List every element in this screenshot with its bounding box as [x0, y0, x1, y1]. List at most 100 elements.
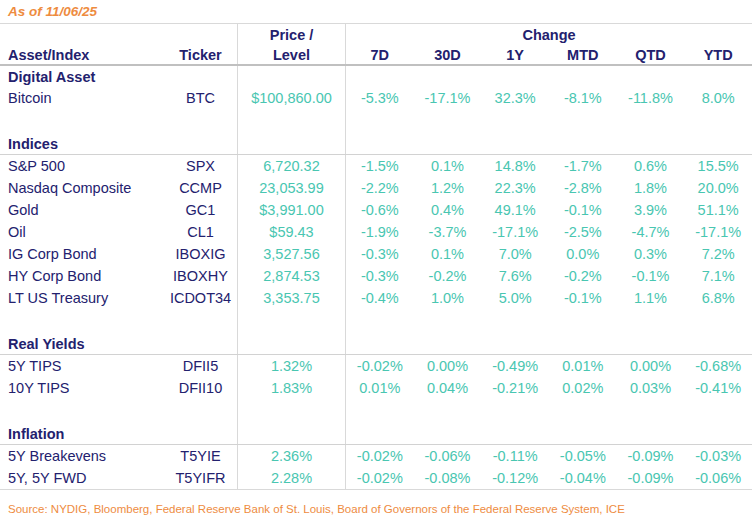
asset-name-cell: HY Corp Bond	[0, 268, 164, 284]
change-cell: 20.0%	[684, 180, 752, 196]
change-cell: 1.0%	[414, 290, 482, 306]
change-cell: 5.0%	[481, 290, 549, 306]
asset-name-cell: Bitcoin	[0, 90, 164, 106]
table-row: 5Y TIPSDFII51.32%-0.02%0.00%-0.49%0.01%0…	[0, 355, 752, 377]
change-cell: -2.2%	[346, 180, 414, 196]
spacer-row	[0, 309, 752, 333]
change-cell: 0.04%	[414, 380, 482, 396]
change-cell: 7.2%	[684, 246, 752, 262]
change-cell: 8.0%	[684, 90, 752, 106]
change-cell: 0.00%	[414, 358, 482, 374]
table-row: BitcoinBTC$100,860.00-5.3%-17.1%32.3%-8.…	[0, 87, 752, 109]
change-cell: -0.49%	[481, 358, 549, 374]
price-cell: 1.32%	[237, 355, 346, 377]
change-group-header: Change	[346, 27, 752, 43]
asset-name-cell: Nasdaq Composite	[0, 180, 164, 196]
change-cell: -0.4%	[346, 290, 414, 306]
price-cell	[237, 109, 346, 133]
asset-name-cell: Oil	[0, 224, 164, 240]
table-row: HY Corp BondIBOXHY2,874.53-0.3%-0.2%7.6%…	[0, 265, 752, 287]
change-cell: -0.41%	[684, 380, 752, 396]
price-cell	[237, 309, 346, 333]
asset-index-column-header: Asset/Index	[0, 47, 164, 63]
section-label: Indices	[0, 136, 237, 152]
change-cell: -0.2%	[414, 268, 482, 284]
change-cell: -0.11%	[481, 448, 549, 464]
table-row: 10Y TIPSDFII101.83%0.01%0.04%-0.21%0.02%…	[0, 377, 752, 399]
price-cell: 2.36%	[237, 445, 346, 467]
asset-name-cell: LT US Treasury	[0, 290, 164, 306]
change-cell: -0.09%	[617, 448, 685, 464]
change-cell: 22.3%	[481, 180, 549, 196]
change-cell: 0.1%	[414, 158, 482, 174]
asset-name-cell: 5Y TIPS	[0, 358, 164, 374]
change-cell: -0.04%	[549, 470, 617, 486]
change-cell: -0.08%	[414, 470, 482, 486]
ticker-cell: IBOXIG	[164, 246, 237, 262]
table-row: GoldGC1$3,991.00-0.6%0.4%49.1%-0.1%3.9%5…	[0, 199, 752, 221]
change-cell: 1.1%	[617, 290, 685, 306]
period-column-header-mtd: MTD	[549, 47, 617, 63]
source-attribution-label: Source: NYDIG, Bloomberg, Federal Reserv…	[0, 490, 752, 515]
change-cell: -0.21%	[481, 380, 549, 396]
price-cell	[237, 66, 346, 87]
table-row: S&P 500SPX6,720.32-1.5%0.1%14.8%-1.7%0.6…	[0, 155, 752, 177]
change-cell: 1.8%	[617, 180, 685, 196]
ticker-column-header: Ticker	[164, 47, 237, 63]
change-cell: -1.9%	[346, 224, 414, 240]
ticker-cell: DFII10	[164, 380, 237, 396]
ticker-cell: BTC	[164, 90, 237, 106]
change-cell: -17.1%	[684, 224, 752, 240]
period-column-header-7d: 7D	[346, 47, 414, 63]
table-header: Price / Change Asset/Index Ticker Level …	[0, 23, 752, 66]
change-cell: -3.7%	[414, 224, 482, 240]
change-cell: -0.09%	[617, 470, 685, 486]
price-cell: 3,353.75	[237, 287, 346, 309]
table-row: 5Y BreakevensT5YIE2.36%-0.02%-0.06%-0.11…	[0, 445, 752, 467]
price-cell	[237, 399, 346, 423]
change-cell: -0.3%	[346, 246, 414, 262]
price-cell: 1.83%	[237, 377, 346, 399]
table-row: 5Y, 5Y FWDT5YIFR2.28%-0.02%-0.08%-0.12%-…	[0, 467, 752, 490]
change-cell: -0.2%	[549, 268, 617, 284]
change-cell: 0.01%	[346, 380, 414, 396]
table-row: IG Corp BondIBOXIG3,527.56-0.3%0.1%7.0%0…	[0, 243, 752, 265]
price-cell: 23,053.99	[237, 177, 346, 199]
change-cell: -1.7%	[549, 158, 617, 174]
ticker-cell: DFII5	[164, 358, 237, 374]
table-body: Digital AssetBitcoinBTC$100,860.00-5.3%-…	[0, 66, 752, 490]
change-cell: -0.12%	[481, 470, 549, 486]
change-cell: 32.3%	[481, 90, 549, 106]
change-cell: -8.1%	[549, 90, 617, 106]
price-cell	[237, 333, 346, 354]
price-cell	[237, 133, 346, 154]
period-column-header-30d: 30D	[414, 47, 482, 63]
change-cell: -17.1%	[481, 224, 549, 240]
header-columns-row: Asset/Index Ticker Level 7D 30D 1Y MTD Q…	[0, 45, 752, 64]
change-cell: -5.3%	[346, 90, 414, 106]
spacer-row	[0, 399, 752, 423]
spacer-row	[0, 109, 752, 133]
price-cell: 6,720.32	[237, 155, 346, 177]
price-cell	[237, 423, 346, 444]
change-cell: 6.8%	[684, 290, 752, 306]
change-cell: -1.5%	[346, 158, 414, 174]
change-cell: -0.1%	[549, 202, 617, 218]
change-cell: -0.6%	[346, 202, 414, 218]
as-of-date-label: As of 11/06/25	[0, 0, 752, 23]
change-cell: -0.1%	[549, 290, 617, 306]
change-cell: 0.03%	[617, 380, 685, 396]
ticker-cell: T5YIE	[164, 448, 237, 464]
change-cell: -0.02%	[346, 470, 414, 486]
change-cell: 1.2%	[414, 180, 482, 196]
change-cell: -0.68%	[684, 358, 752, 374]
change-cell: -11.8%	[617, 90, 685, 106]
table-row: LT US TreasuryICDOT343,353.75-0.4%1.0%5.…	[0, 287, 752, 309]
change-cell: -0.05%	[549, 448, 617, 464]
change-cell: -0.03%	[684, 448, 752, 464]
asset-name-cell: S&P 500	[0, 158, 164, 174]
change-cell: 7.6%	[481, 268, 549, 284]
ticker-cell: CL1	[164, 224, 237, 240]
change-cell: 3.9%	[617, 202, 685, 218]
section-header-row: Indices	[0, 133, 752, 155]
